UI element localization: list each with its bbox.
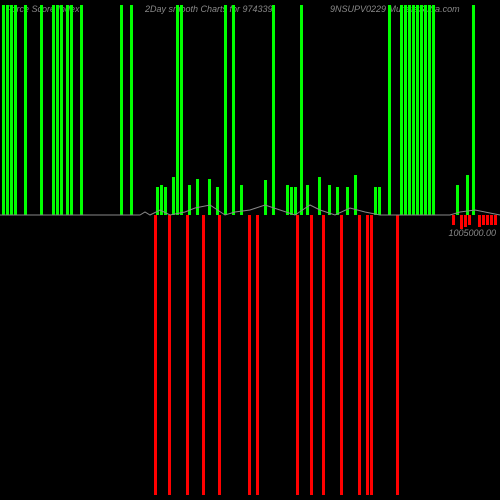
bar-up [336, 187, 339, 215]
header-right-text: 9NSUPV0229 MunafaSutra.com [330, 4, 460, 14]
bar-down [218, 215, 221, 495]
bar-up [172, 177, 175, 215]
bar-up [10, 5, 13, 215]
bar-up [164, 187, 167, 215]
bar-up [408, 5, 411, 215]
bar-down [168, 215, 171, 495]
bar-down [486, 215, 489, 225]
bar-down [186, 215, 189, 495]
bar-up [52, 5, 55, 215]
bar-down [468, 215, 471, 225]
bar-down [296, 215, 299, 495]
bar-up [378, 187, 381, 215]
bar-up [294, 187, 297, 215]
bar-up [216, 187, 219, 215]
bar-up [224, 5, 227, 215]
bar-down [370, 215, 373, 495]
bar-up [176, 5, 179, 215]
bar-up [40, 5, 43, 215]
bar-up [272, 5, 275, 215]
bar-up [388, 5, 391, 215]
bar-up [466, 175, 469, 215]
bar-up [354, 175, 357, 215]
bar-down [396, 215, 399, 495]
bar-up [180, 5, 183, 215]
bar-up [70, 5, 73, 215]
bar-up [318, 177, 321, 215]
bar-up [80, 5, 83, 215]
bar-up [306, 185, 309, 215]
bar-up [130, 5, 133, 215]
bar-up [264, 180, 267, 215]
bar-down [358, 215, 361, 495]
force-score-chart: Force Score Index 2Day smooth Charts for… [0, 0, 500, 500]
bar-up [346, 187, 349, 215]
bar-up [60, 5, 63, 215]
bar-up [6, 5, 9, 215]
bar-down [310, 215, 313, 495]
bar-up [328, 185, 331, 215]
bar-up [428, 5, 431, 215]
bar-up [232, 5, 235, 215]
bar-up [374, 187, 377, 215]
bar-up [188, 185, 191, 215]
bar-up [456, 185, 459, 215]
bar-up [66, 5, 69, 215]
bar-down [478, 215, 481, 227]
bar-down [256, 215, 259, 495]
bar-down [340, 215, 343, 495]
bar-up [420, 5, 423, 215]
bar-up [472, 5, 475, 215]
bar-up [400, 5, 403, 215]
bar-up [24, 5, 27, 215]
bar-up [432, 5, 435, 215]
bar-up [120, 5, 123, 215]
bar-up [412, 5, 415, 215]
bar-up [56, 5, 59, 215]
bar-down [494, 215, 497, 225]
bar-up [240, 185, 243, 215]
bar-down [460, 215, 463, 229]
bar-up [404, 5, 407, 215]
bar-down [248, 215, 251, 495]
bar-down [154, 215, 157, 495]
bar-down [366, 215, 369, 495]
axis-label-right: 1005000.00 [448, 228, 496, 238]
bar-up [156, 187, 159, 215]
bar-up [290, 187, 293, 215]
bar-down [322, 215, 325, 495]
bar-up [14, 5, 17, 215]
bar-down [482, 215, 485, 225]
bar-down [202, 215, 205, 495]
bar-up [286, 185, 289, 215]
bar-up [160, 185, 163, 215]
bar-up [300, 5, 303, 215]
bar-down [490, 215, 493, 225]
bar-up [196, 179, 199, 215]
bar-up [416, 5, 419, 215]
header-center-text: 2Day smooth Charts for 974339 [145, 4, 273, 14]
bar-up [424, 5, 427, 215]
bar-down [452, 215, 455, 225]
bar-up [208, 179, 211, 215]
bar-up [2, 5, 5, 215]
bar-down [464, 215, 467, 227]
